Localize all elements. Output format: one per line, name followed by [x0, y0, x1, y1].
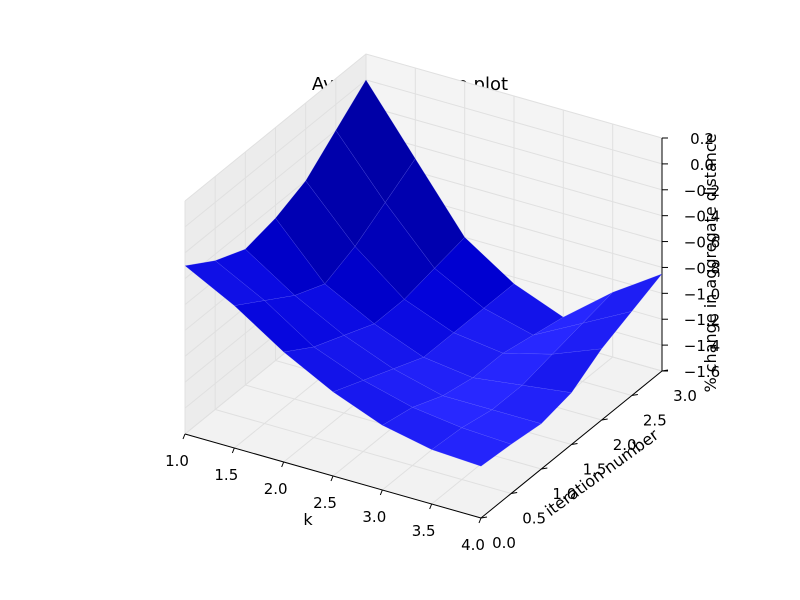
x-tick-mark [429, 503, 433, 510]
x-tick-mark [478, 517, 482, 524]
surface-patch [411, 395, 493, 428]
y-tick-mark [541, 467, 548, 470]
z-tick-label: −1.0 [684, 285, 720, 303]
surface-patch [233, 300, 315, 353]
x-tick-mark [379, 489, 383, 496]
y-tick-label: 3.0 [673, 387, 697, 405]
y-tick-label: 0.5 [522, 510, 546, 528]
x-tick-mark [330, 475, 334, 482]
grid-line-z [184, 53, 663, 202]
surface-patch [362, 368, 444, 408]
y-tick-mark [601, 418, 608, 421]
surface-patch [502, 322, 584, 355]
x-tick-mark [281, 461, 285, 468]
x-tick-label: 2.5 [313, 494, 337, 512]
z-tick-label: −1.4 [684, 337, 720, 355]
z-tick-label: −0.2 [684, 182, 720, 200]
surface-patch [283, 346, 364, 393]
surface-patch [305, 129, 386, 247]
x-tick-mark [231, 447, 235, 454]
z-tick-label: −1.6 [684, 363, 720, 381]
z-tick-label: −0.4 [684, 208, 720, 226]
x-tick-label: 1.0 [165, 452, 189, 470]
x-tick-mark [182, 433, 186, 440]
y-tick-mark [571, 443, 578, 445]
z-tick-label: −0.6 [684, 234, 720, 252]
x-tick-label: 2.0 [264, 480, 288, 498]
y-tick-label: 1.0 [552, 485, 576, 503]
y-tick-label: 1.5 [583, 461, 607, 479]
z-axis-label: % change in aggregate distance [701, 133, 720, 392]
y-tick-label: 0.0 [492, 534, 516, 552]
x-axis-label: k [303, 510, 313, 529]
tick-labels: 1.0 1.5 2.0 2.5 3.0 3.5 4.0 0.0 0.5 1.0 1.5 2.0 2.5 3… [165, 130, 720, 554]
y-tick-mark [480, 516, 488, 519]
x-tick-label: 4.0 [461, 536, 485, 554]
z-tick-label: −0.8 [684, 259, 720, 277]
y-tick-mark [511, 492, 518, 494]
y-tick-mark [631, 394, 638, 396]
surface-mesh [184, 79, 663, 467]
surface-patch [275, 180, 356, 285]
z-tick-label: −1.2 [684, 311, 720, 329]
x-tick-label: 3.0 [362, 508, 386, 526]
x-tick-label: 3.5 [412, 522, 436, 540]
x-tick-label: 1.5 [214, 466, 238, 484]
y-tick-label: 2.0 [613, 436, 637, 454]
z-tick-label: 0.0 [690, 156, 714, 174]
y-tick-label: 2.5 [643, 412, 667, 430]
surface-patch [263, 295, 345, 348]
surface-patch [184, 260, 266, 306]
z-tick-label: 0.2 [690, 130, 714, 148]
